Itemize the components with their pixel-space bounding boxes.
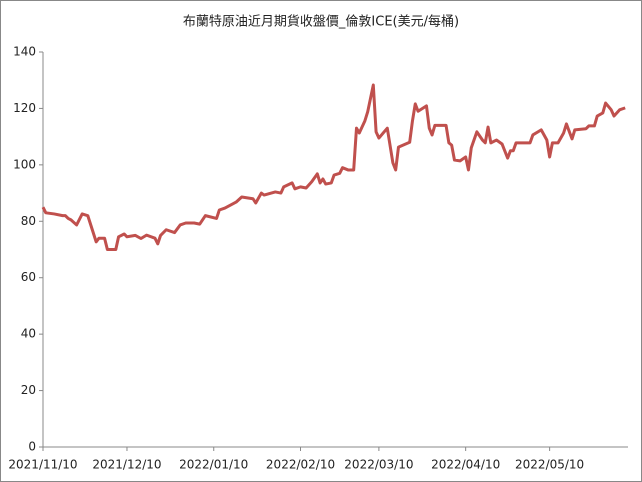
y-tick-label: 140 [13, 45, 36, 59]
x-tick-label: 2022/04/10 [431, 458, 500, 472]
y-tick-label: 40 [21, 327, 36, 341]
y-tick-label: 100 [13, 157, 36, 171]
y-tick-label: 0 [28, 440, 36, 454]
x-tick-label: 2022/03/10 [344, 458, 413, 472]
x-tick-label: 2022/02/10 [266, 458, 335, 472]
y-tick-label: 120 [13, 101, 36, 115]
x-tick-label: 2021/12/10 [92, 458, 161, 472]
x-tick-label: 2021/11/10 [8, 458, 77, 472]
y-tick-label: 20 [21, 383, 36, 397]
y-tick-label: 80 [21, 214, 36, 228]
chart-title: 布蘭特原油近月期貨收盤價_倫敦ICE(美元/每桶) [183, 14, 459, 30]
x-tick-label: 2022/01/10 [179, 458, 248, 472]
x-tick-label: 2022/05/10 [515, 458, 584, 472]
y-tick-label: 60 [21, 270, 36, 284]
data-line [41, 83, 626, 251]
